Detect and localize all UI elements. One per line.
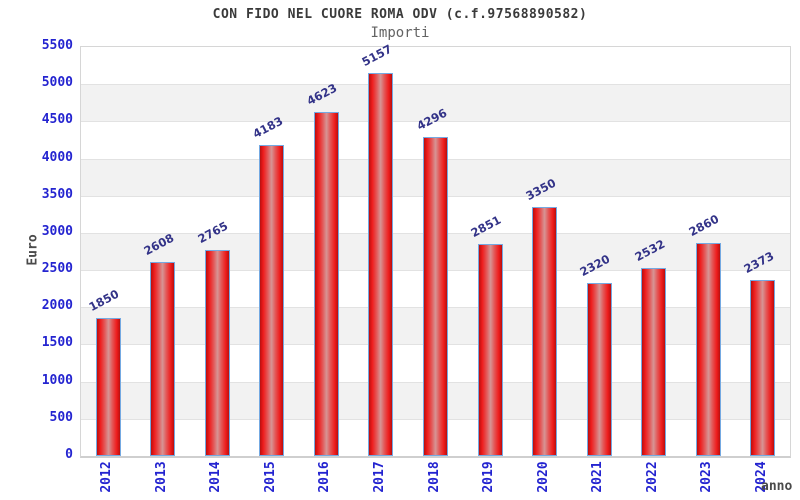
x-tick-label: 2022 <box>644 461 660 493</box>
bar-2016 <box>313 112 339 456</box>
x-tick-label: 2023 <box>699 461 715 493</box>
y-tick-label: 1500 <box>41 335 73 351</box>
x-tick-label: 2018 <box>426 461 442 493</box>
x-tick-label: 2020 <box>535 461 551 493</box>
y-tick-label: 2000 <box>41 298 73 314</box>
y-tick-label: 5000 <box>41 75 73 91</box>
bar-2023 <box>695 243 721 456</box>
y-tick-label: 1000 <box>41 372 73 388</box>
y-tick-label: 4500 <box>41 112 73 128</box>
background-stripe <box>81 84 790 122</box>
y-tick-label: 500 <box>49 409 73 425</box>
bar-2013 <box>150 262 176 456</box>
y-tick-label: 0 <box>65 447 73 462</box>
bar-2015 <box>259 144 285 456</box>
x-tick-label: 2014 <box>208 461 224 493</box>
plot-area: 1850 2608 2765 4183 4623 5157 4296 2851 3350 2320… <box>80 41 791 458</box>
bar-2024 <box>750 279 776 456</box>
x-axis-label: anno <box>761 479 793 494</box>
bar-2012 <box>95 318 121 456</box>
y-tick-label: 2500 <box>41 261 73 277</box>
bar-2014 <box>204 250 230 456</box>
y-tick-label: 5500 <box>41 38 73 53</box>
bar-2018 <box>423 136 448 456</box>
bar-2019 <box>477 244 503 456</box>
y-tick-label: 3500 <box>41 186 73 202</box>
gridline <box>81 121 790 123</box>
x-tick-label: 2015 <box>262 461 278 493</box>
x-tick-label: 2013 <box>153 461 169 493</box>
y-tick-label: 3000 <box>41 223 73 239</box>
x-tick-label: 2019 <box>481 461 497 493</box>
bar-2017 <box>368 72 394 456</box>
background-stripe <box>81 47 790 84</box>
gridline <box>81 84 790 86</box>
bar-2021 <box>586 283 612 456</box>
x-tick-label: 2012 <box>99 461 115 493</box>
y-axis-label: Euro <box>25 234 41 266</box>
x-tick-label: 2016 <box>317 461 333 493</box>
chart-subtitle: Importi <box>370 25 430 41</box>
chart-title: CON FIDO NEL CUORE ROMA ODV (c.f.9756889… <box>212 7 588 22</box>
y-tick-label: 4000 <box>41 149 73 165</box>
x-tick-label: 2017 <box>371 461 387 493</box>
bar-2022 <box>641 267 667 456</box>
bar-2020 <box>532 206 558 456</box>
x-tick-label: 2021 <box>590 461 606 493</box>
